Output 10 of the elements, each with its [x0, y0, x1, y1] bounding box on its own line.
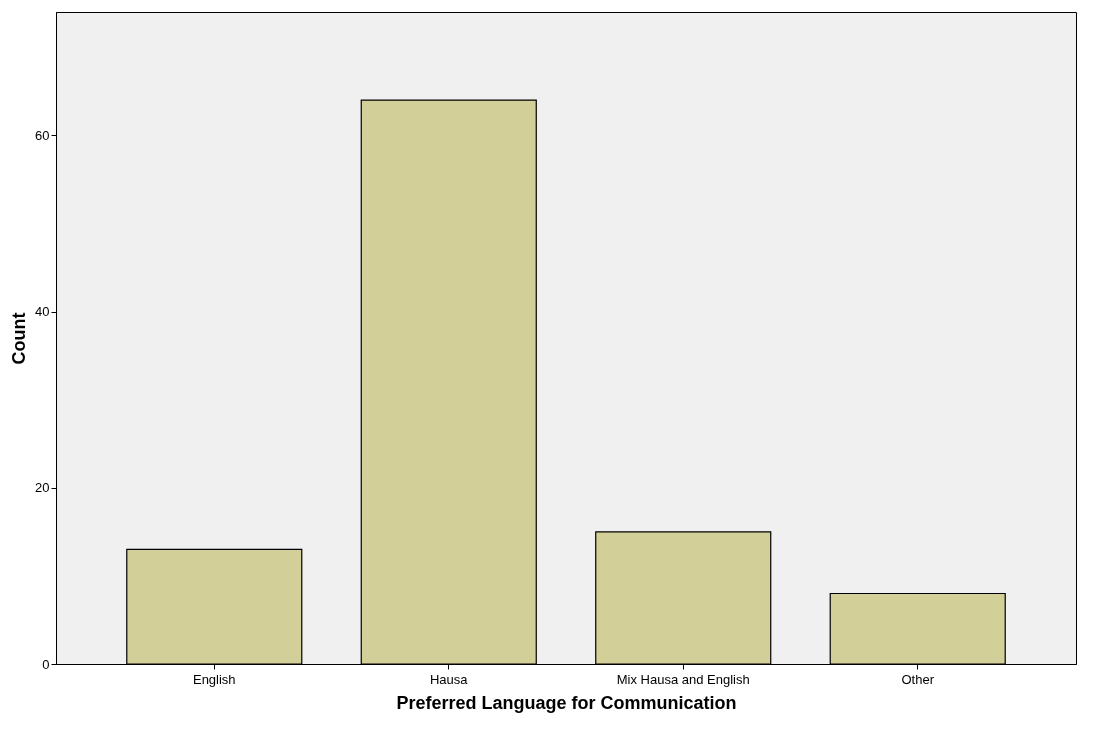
y-tick-label: 20 — [35, 480, 50, 496]
y-tick-label: 40 — [35, 304, 50, 320]
y-tick-label: 60 — [35, 127, 50, 143]
x-tick-label: English — [192, 671, 236, 687]
y-tick-label: 0 — [42, 656, 50, 672]
x-axis-title: Preferred Language for Communication — [396, 692, 737, 713]
x-tick-label: Mix Hausa and English — [616, 671, 750, 687]
x-tick-label: Other — [901, 671, 935, 687]
x-tick-label: Hausa — [429, 671, 469, 687]
y-axis-title: Count — [9, 312, 30, 365]
